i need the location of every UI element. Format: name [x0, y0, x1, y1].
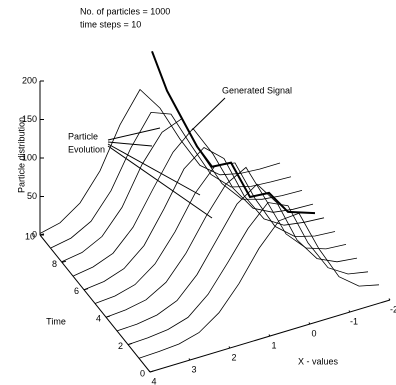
x-tick: [388, 298, 391, 301]
y-tick: [149, 370, 155, 373]
x-tick-label: 2: [231, 352, 236, 362]
generated-signal: [151, 50, 316, 215]
annotation-arrows: [107, 97, 226, 219]
particle-curve: [105, 166, 347, 318]
x-tick-label: -2: [390, 304, 396, 314]
arrow: [107, 127, 161, 141]
x-tick: [348, 310, 351, 313]
z-tick-label: 100: [22, 152, 37, 162]
y-tick-label: 4: [96, 314, 101, 324]
y-tick-label: 8: [52, 259, 57, 269]
arrow: [191, 97, 226, 131]
x-tick: [268, 334, 271, 337]
x-tick: [148, 370, 151, 373]
x-tick-label: 3: [191, 364, 196, 374]
header-line: No. of particles = 1000: [80, 6, 170, 16]
particle-curve: [138, 212, 380, 359]
x-tick: [188, 358, 191, 361]
x-axis-label: X - values: [298, 356, 339, 366]
particle-curve: [116, 183, 358, 332]
x-tick: [228, 346, 231, 349]
x-tick-label: -1: [350, 316, 358, 326]
arrow: [107, 145, 213, 219]
particle-annotation: Evolution: [68, 144, 105, 154]
x-tick: [308, 322, 311, 325]
particle-annotation: Particle: [68, 131, 98, 141]
header-line: time steps = 10: [80, 19, 141, 29]
z-axis-label: Particle distribution: [16, 117, 26, 193]
x-tick-label: 1: [271, 340, 276, 350]
signal-annotation: Generated Signal: [222, 85, 292, 95]
z-tick-label: 200: [22, 75, 37, 85]
x-tick-label: 0: [311, 328, 316, 338]
x-tick-label: 4: [151, 376, 156, 385]
z-tick-label: 150: [22, 114, 37, 124]
y-tick-label: 6: [74, 286, 79, 296]
arrow: [107, 141, 153, 147]
y-tick-label: 0: [140, 368, 145, 378]
arrow: [107, 143, 201, 196]
y-tick: [61, 260, 67, 263]
y-axis-label: Time: [46, 316, 66, 326]
y-tick-label: 10: [25, 231, 35, 241]
y-tick: [39, 233, 45, 236]
particle-curve: [127, 202, 369, 345]
particle-curve: [83, 146, 325, 291]
y-tick-label: 2: [118, 341, 123, 351]
particle-curve: [50, 111, 292, 249]
particle-curve: [39, 88, 281, 234]
z-tick-label: 50: [27, 191, 37, 201]
z-tick-label: 0: [32, 229, 37, 239]
